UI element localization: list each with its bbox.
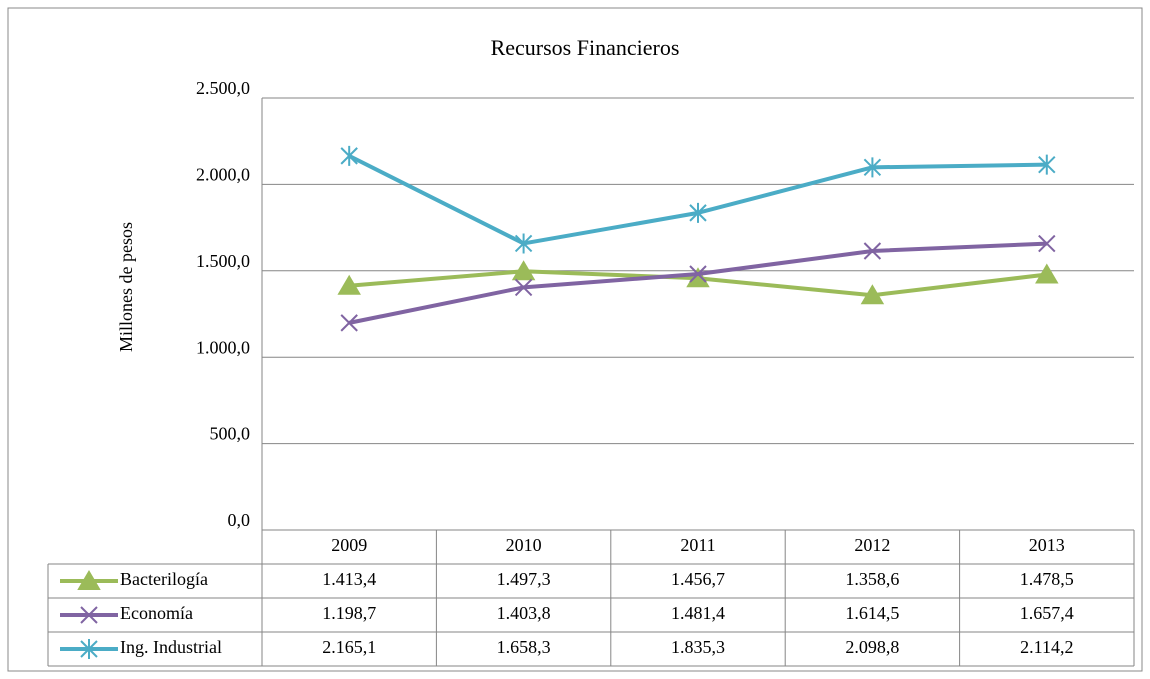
marker — [514, 233, 533, 254]
table-cell: 2.098,8 — [845, 637, 899, 657]
y-tick-label: 2.000,0 — [196, 165, 250, 185]
chart-title: Recursos Financieros — [491, 35, 680, 60]
table-cell: 1.413,4 — [322, 569, 376, 589]
table-cell: 2.114,2 — [1020, 637, 1073, 657]
chart-frame — [7, 7, 1143, 672]
y-tick-label: 500,0 — [210, 424, 251, 444]
table-cell: 1.358,6 — [845, 569, 899, 589]
table-cell: 1.403,8 — [497, 603, 551, 623]
marker — [689, 265, 707, 283]
y-tick-label: 2.500,0 — [196, 78, 250, 98]
marker — [80, 606, 98, 624]
marker — [1038, 154, 1056, 175]
table-cell: 2.165,1 — [322, 637, 376, 657]
marker — [514, 278, 533, 297]
marker — [863, 157, 882, 178]
marker — [689, 202, 707, 223]
legend-label: Economía — [120, 603, 193, 623]
legend-label: Ing. Industrial — [120, 637, 222, 657]
table-cell: 1.481,4 — [671, 603, 725, 623]
x-tick-label: 2013 — [1029, 535, 1065, 555]
marker — [1035, 263, 1059, 284]
y-axis-label: Millones de pesos — [116, 222, 136, 352]
x-tick-label: 2012 — [854, 535, 890, 555]
marker — [1038, 234, 1056, 253]
marker — [511, 260, 536, 281]
x-tick-label: 2011 — [680, 535, 715, 555]
table-cell: 1.456,7 — [671, 569, 725, 589]
x-tick-label: 2009 — [331, 535, 367, 555]
marker — [860, 284, 885, 305]
marker — [340, 145, 358, 166]
marker — [337, 274, 361, 295]
table-cell: 1.478,5 — [1020, 569, 1074, 589]
marker — [77, 570, 101, 590]
marker — [863, 242, 882, 260]
x-tick-label: 2010 — [506, 535, 542, 555]
table-cell: 1.658,3 — [497, 637, 551, 657]
y-tick-label: 1.000,0 — [196, 337, 250, 357]
y-tick-label: 0,0 — [228, 510, 251, 530]
y-tick-label: 1.500,0 — [196, 251, 250, 271]
table-cell: 1.835,3 — [671, 637, 725, 657]
table-cell: 1.198,7 — [322, 603, 376, 623]
marker — [80, 639, 98, 659]
legend-label: Bacterilogía — [120, 569, 208, 589]
marker — [340, 314, 358, 332]
table-cell: 1.657,4 — [1020, 603, 1074, 623]
table-cell: 1.614,5 — [845, 603, 899, 623]
table-cell: 1.497,3 — [497, 569, 551, 589]
